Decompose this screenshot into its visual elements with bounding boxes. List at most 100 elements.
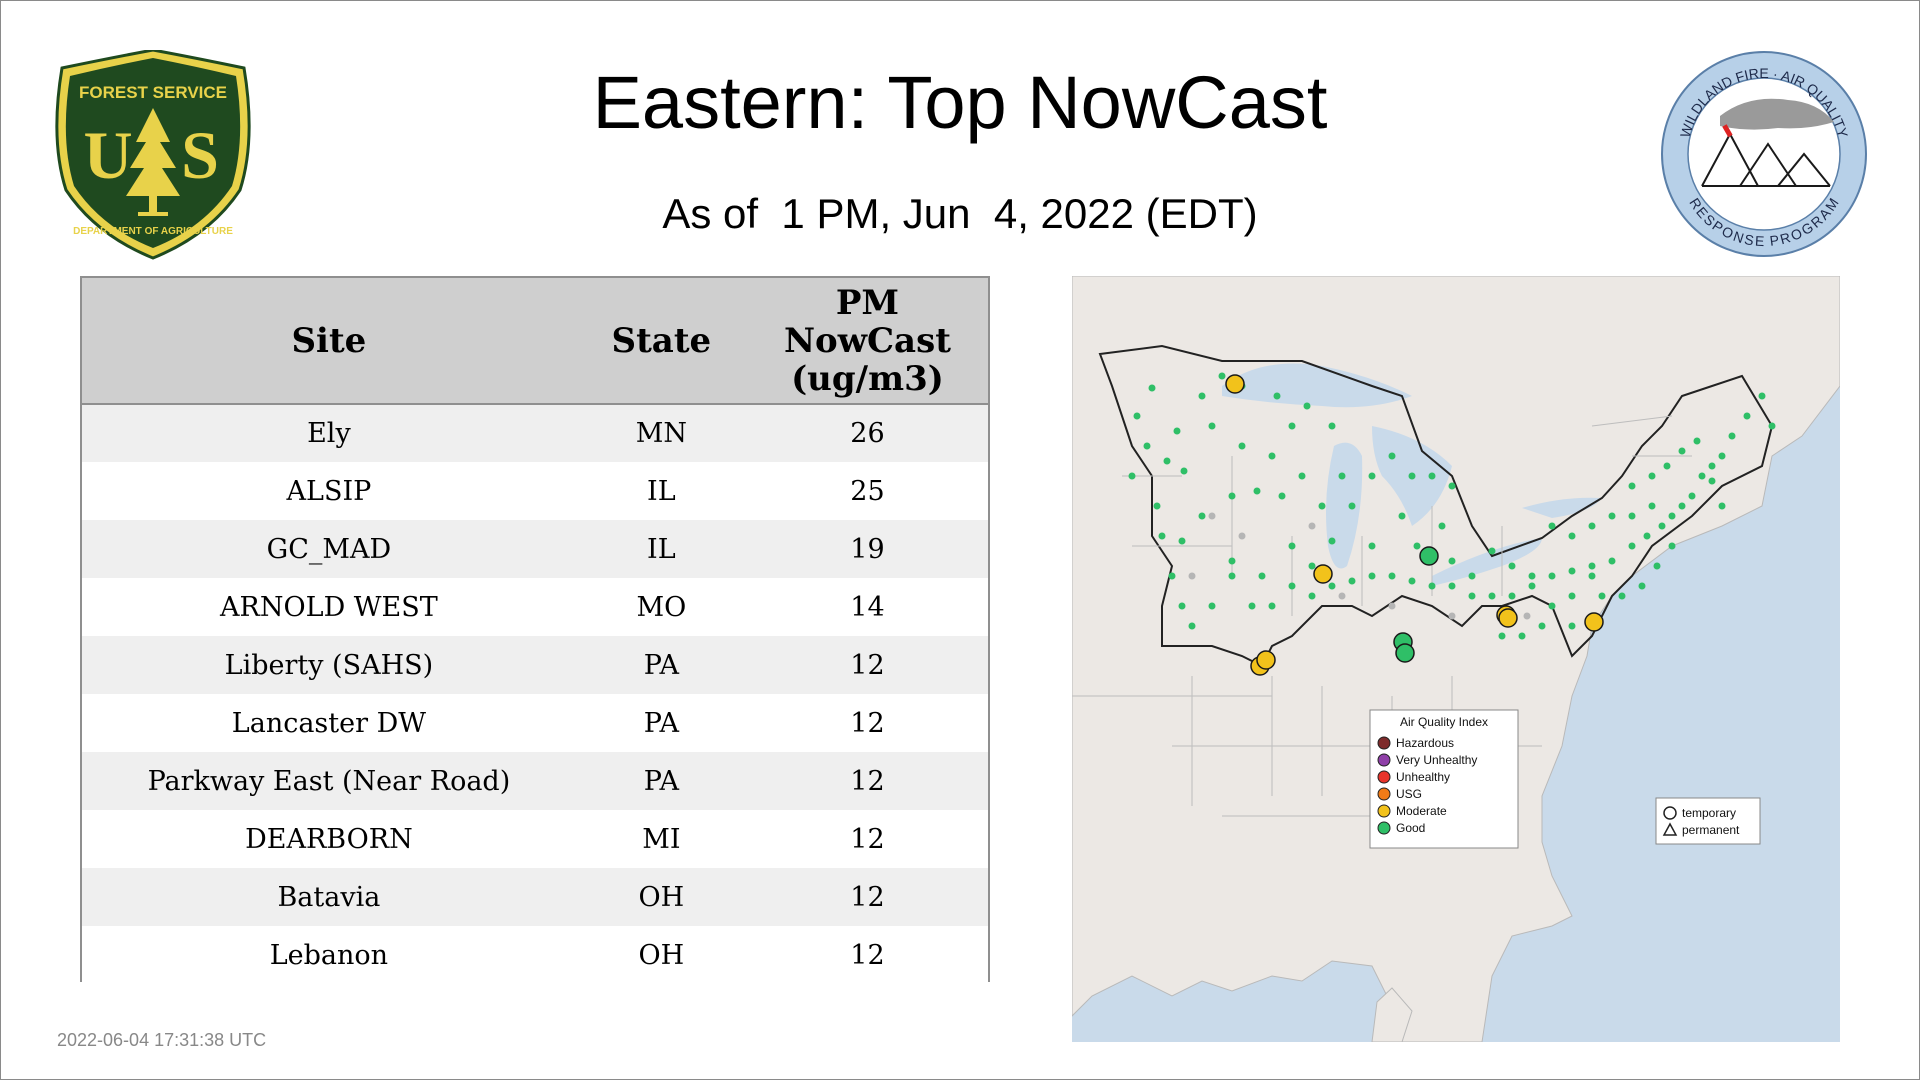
legend-swatch-moderate [1378, 805, 1390, 817]
site-marker-good [1309, 563, 1316, 570]
site-marker-good [1719, 503, 1726, 510]
cell-pm: 12 [747, 636, 988, 694]
site-marker-good [1369, 543, 1376, 550]
site-marker-good [1414, 543, 1421, 550]
header-pm-line1: PM [748, 284, 987, 322]
cell-state: OH [576, 868, 747, 926]
site-marker-good [1469, 573, 1476, 580]
site-marker-inactive [1339, 593, 1346, 600]
site-marker-good [1269, 603, 1276, 610]
site-marker-moderate [1257, 651, 1275, 669]
site-marker-good [1669, 543, 1676, 550]
nowcast-table: Site State PM NowCast (ug/m3) Ely MN 26 AL… [80, 276, 990, 982]
site-marker-good [1319, 503, 1326, 510]
cell-pm: 12 [747, 810, 988, 868]
site-marker-good [1279, 493, 1286, 500]
site-marker-good [1289, 423, 1296, 430]
site-marker-good [1629, 513, 1636, 520]
site-marker-good [1609, 558, 1616, 565]
site-marker-good [1159, 533, 1166, 540]
table-header-row: Site State PM NowCast (ug/m3) [82, 278, 988, 404]
site-marker-good [1679, 503, 1686, 510]
site-marker-good [1449, 583, 1456, 590]
site-marker-good [1629, 543, 1636, 550]
site-marker-good [1489, 593, 1496, 600]
site-marker-good [1339, 473, 1346, 480]
cell-pm: 26 [747, 404, 988, 462]
shape-legend-box [1656, 798, 1760, 844]
legend-swatch-good [1378, 822, 1390, 834]
site-marker-good [1199, 393, 1206, 400]
site-marker-good [1529, 583, 1536, 590]
site-marker-good [1409, 578, 1416, 585]
cell-state: MN [576, 404, 747, 462]
site-marker-good [1569, 533, 1576, 540]
aqi-map: Air Quality Index Hazardous Very Unhealt… [1072, 276, 1840, 1042]
site-marker-good [1699, 473, 1706, 480]
legend-label-permanent: permanent [1682, 823, 1740, 837]
site-marker-good [1189, 623, 1196, 630]
site-marker-good [1654, 563, 1661, 570]
legend-label-usg: USG [1396, 787, 1422, 801]
site-marker-good [1589, 573, 1596, 580]
site-marker-good [1219, 373, 1226, 380]
legend-label-very-unhealthy: Very Unhealthy [1396, 753, 1477, 767]
table-row: Parkway East (Near Road) PA 12 [82, 752, 988, 810]
header-pm-line2: NowCast [748, 322, 987, 360]
cell-site: GC_MAD [82, 520, 576, 578]
site-marker-good [1329, 583, 1336, 590]
site-marker-good [1669, 513, 1676, 520]
site-marker-good [1489, 548, 1496, 555]
site-marker-inactive [1209, 513, 1216, 520]
site-marker-good [1174, 428, 1181, 435]
site-marker-good [1179, 603, 1186, 610]
site-marker-good [1694, 438, 1701, 445]
header-pm-nowcast: PM NowCast (ug/m3) [747, 278, 988, 404]
site-marker-good [1409, 473, 1416, 480]
site-marker-good [1569, 593, 1576, 600]
header-pm-line3: (ug/m3) [748, 360, 987, 398]
site-marker-good [1289, 543, 1296, 550]
site-marker-good [1259, 573, 1266, 580]
cell-pm: 12 [747, 926, 988, 984]
site-marker-good [1134, 413, 1141, 420]
site-marker-moderate [1314, 565, 1332, 583]
table-row: Ely MN 26 [82, 404, 988, 462]
cell-site: Lebanon [82, 926, 576, 984]
cell-site: ARNOLD WEST [82, 578, 576, 636]
cell-site: Ely [82, 404, 576, 462]
site-marker-inactive [1389, 603, 1396, 610]
site-marker-good [1649, 503, 1656, 510]
site-marker-good [1569, 623, 1576, 630]
site-marker-good [1589, 523, 1596, 530]
site-marker-good [1769, 423, 1776, 430]
site-marker-good [1569, 568, 1576, 575]
site-marker-good [1169, 573, 1176, 580]
cell-pm: 14 [747, 578, 988, 636]
site-marker-good [1439, 523, 1446, 530]
site-marker-good [1429, 473, 1436, 480]
cell-pm: 12 [747, 752, 988, 810]
site-marker-good [1689, 493, 1696, 500]
site-marker-good [1309, 593, 1316, 600]
site-marker-good [1229, 558, 1236, 565]
site-marker-good [1744, 413, 1751, 420]
site-marker-good [1644, 533, 1651, 540]
table-row: Lancaster DW PA 12 [82, 694, 988, 752]
site-marker-good [1209, 603, 1216, 610]
table-row: Liberty (SAHS) PA 12 [82, 636, 988, 694]
cell-state: MO [576, 578, 747, 636]
cell-state: IL [576, 520, 747, 578]
site-marker-moderate [1499, 609, 1517, 627]
cell-site: DEARBORN [82, 810, 576, 868]
site-marker-good [1709, 478, 1716, 485]
site-marker-good [1239, 443, 1246, 450]
page-title: Eastern: Top NowCast [0, 60, 1920, 145]
cell-pm: 25 [747, 462, 988, 520]
cell-pm: 12 [747, 694, 988, 752]
site-marker-inactive [1239, 533, 1246, 540]
map-canvas: Air Quality Index Hazardous Very Unhealt… [1072, 276, 1840, 1042]
legend-swatch-unhealthy [1378, 771, 1390, 783]
site-marker-good [1181, 468, 1188, 475]
site-marker-good [1144, 443, 1151, 450]
